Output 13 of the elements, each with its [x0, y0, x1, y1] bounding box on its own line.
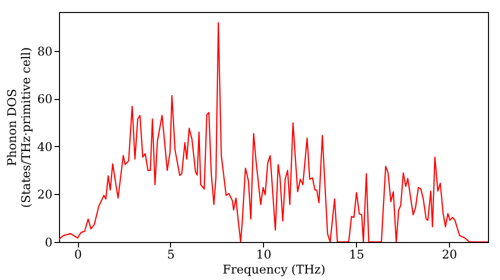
y-tick-label: 40: [37, 140, 52, 154]
y-tick-label: 60: [37, 92, 52, 106]
x-tick-label: 0: [74, 248, 82, 262]
x-tick-label: 20: [442, 248, 458, 262]
y-tick-label: 20: [37, 188, 52, 202]
y-axis-title: Phonon DOS (States/THz·primitive cell): [5, 47, 34, 208]
x-axis-title: Frequency (THz): [222, 262, 326, 276]
x-tick-label: 10: [256, 248, 272, 262]
line-series: [59, 22, 488, 242]
x-tick-label: 5: [167, 248, 175, 262]
y-tick-label: 0: [44, 236, 52, 250]
x-tick-label: 15: [349, 248, 364, 262]
y-tick-label: 80: [37, 44, 52, 58]
